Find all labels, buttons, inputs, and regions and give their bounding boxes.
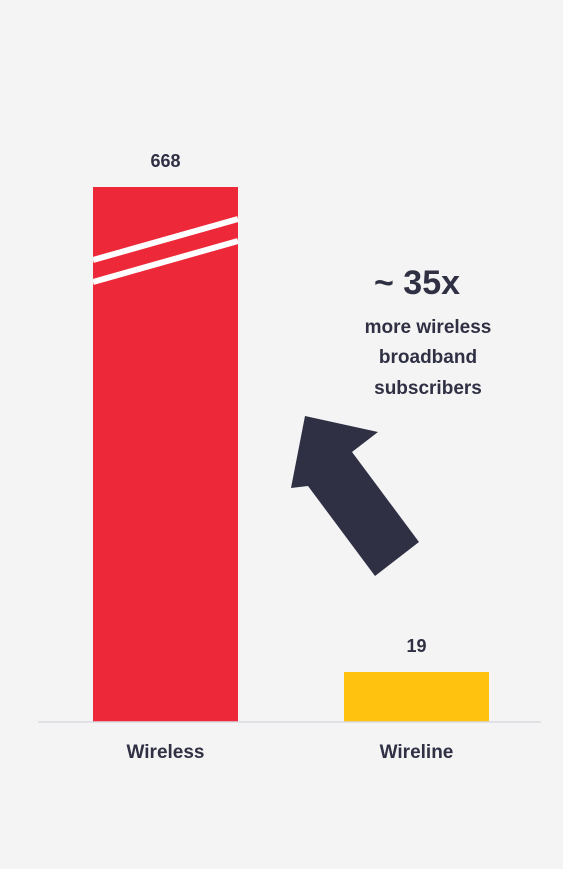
tick-label-wireline: Wireline <box>380 742 454 763</box>
axis-break-line-lower <box>92 238 239 285</box>
annotation-line-2: broadband <box>379 347 477 368</box>
data-label-wireline: 19 <box>406 636 426 656</box>
increase-arrow-icon <box>291 416 419 576</box>
bar-wireline <box>344 672 489 722</box>
axis-break-line-upper <box>92 216 239 263</box>
tick-label-wireless: Wireless <box>127 742 205 763</box>
annotation-line-3: subscribers <box>374 378 482 399</box>
annotation-line-1: more wireless <box>365 317 492 338</box>
data-label-wireless: 668 <box>150 151 180 171</box>
annotation-multiplier: ~ 35x <box>374 264 460 302</box>
bar-wireless <box>93 187 238 722</box>
